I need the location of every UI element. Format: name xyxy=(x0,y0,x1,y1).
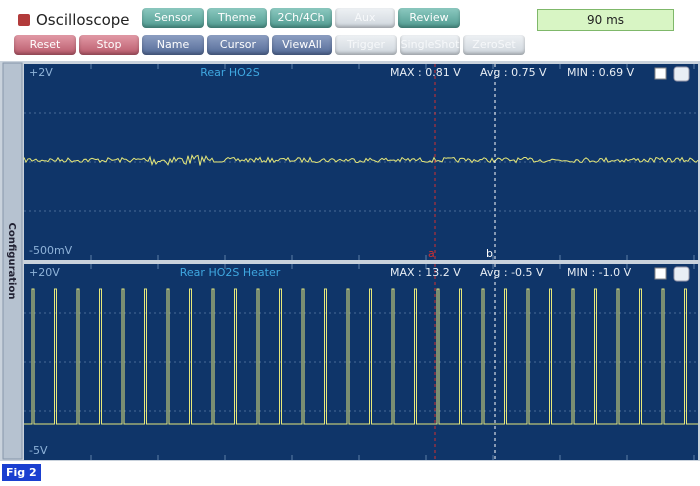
scale-bottom: -500mV xyxy=(29,244,73,257)
reset-button[interactable]: Reset xyxy=(14,35,76,55)
stop-button[interactable]: Stop xyxy=(79,35,139,55)
viewall-button[interactable]: ViewAll xyxy=(272,35,332,55)
figure-label: Fig 2 xyxy=(2,464,41,481)
sensor-button[interactable]: Sensor xyxy=(142,8,204,28)
config-tab[interactable] xyxy=(2,62,23,460)
zeroset-button: ZeroSet xyxy=(463,35,525,55)
toolbar-row-1: Oscilloscope Sensor Theme 2Ch/4Ch Aux Re… xyxy=(0,2,700,31)
scale-bottom: -5V xyxy=(29,444,48,457)
window-button xyxy=(673,66,690,82)
time-display: 90 ms xyxy=(537,9,674,31)
stat: MIN : 0.69 V xyxy=(567,66,635,79)
trace xyxy=(23,154,699,167)
channels-button[interactable]: 2Ch/4Ch xyxy=(270,8,332,28)
scale-top: +20V xyxy=(29,266,60,279)
scope-area: Configuration +2V -500mV Rear HO2S MAX : 0.… xyxy=(0,61,700,461)
cursor-button[interactable]: Cursor xyxy=(207,35,269,55)
toolbar-row-2: Reset Stop Name Cursor ViewAll Trigger S… xyxy=(0,30,700,86)
window-button xyxy=(673,266,690,282)
name-button[interactable]: Name xyxy=(142,35,204,55)
stat: Avg : -0.5 V xyxy=(480,266,544,279)
trigger-button: Trigger xyxy=(335,35,397,55)
stat: Avg : 0.75 V xyxy=(480,66,547,79)
checkbox xyxy=(654,267,667,280)
aux-button: Aux xyxy=(335,8,395,28)
cursor-a-label: a xyxy=(428,247,435,260)
scale-top: +2V xyxy=(29,66,53,79)
stat: MAX : 13.2 V xyxy=(390,266,461,279)
stat: MIN : -1.0 V xyxy=(567,266,632,279)
stat: MAX : 0.81 V xyxy=(390,66,461,79)
cursor-b-label: b xyxy=(486,247,493,260)
singleshot-button: SingleShot xyxy=(400,35,460,55)
app-title: Oscilloscope xyxy=(36,11,130,29)
checkbox xyxy=(654,67,667,80)
trace xyxy=(24,288,698,425)
review-button[interactable]: Review xyxy=(398,8,460,28)
theme-button[interactable]: Theme xyxy=(207,8,267,28)
config-label: Configuration xyxy=(6,223,17,300)
menu-icon[interactable] xyxy=(18,14,30,26)
channel-name: Rear HO2S Heater xyxy=(180,266,281,279)
channel-name: Rear HO2S xyxy=(200,66,260,79)
